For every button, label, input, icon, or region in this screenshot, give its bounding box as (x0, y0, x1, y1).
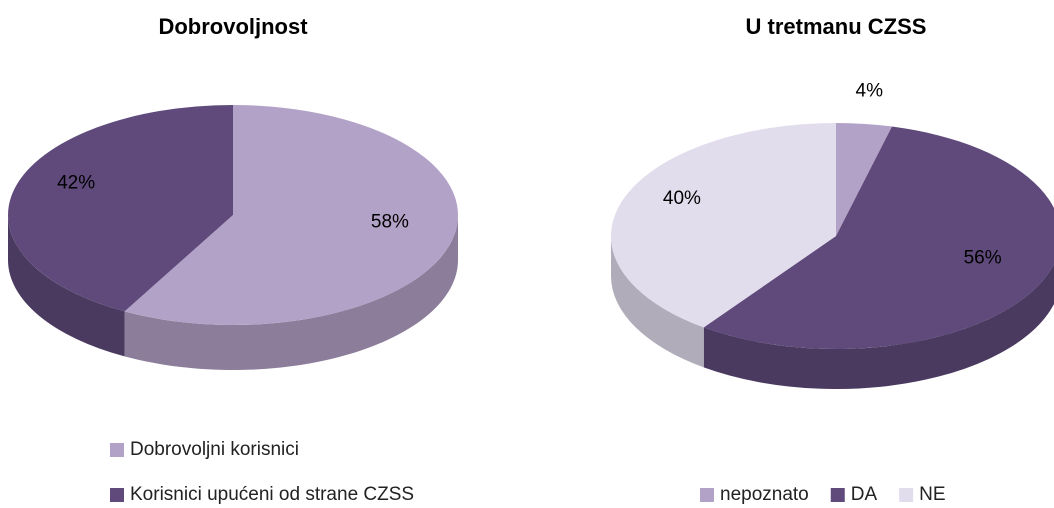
pie-side (124, 215, 459, 370)
data-label: 40% (663, 188, 701, 209)
data-label: 4% (856, 81, 884, 102)
pie-slice (836, 123, 892, 236)
legend-swatch (110, 488, 124, 502)
legend-swatch (110, 443, 124, 457)
pie-slice (703, 126, 1054, 349)
pie-side (8, 215, 125, 357)
chart-title: U tretmanu CZSS (746, 14, 927, 39)
chart-title: Dobrovoljnost (158, 14, 308, 39)
pie-side (611, 236, 704, 368)
pie-slice (124, 105, 459, 325)
legend-swatch (700, 488, 714, 502)
legend-swatch (899, 488, 914, 502)
data-label: 42% (57, 172, 95, 193)
legend-label: NE (919, 484, 945, 505)
legend-label: nepoznato (720, 484, 809, 505)
data-label: 56% (964, 248, 1002, 269)
pie-slice (8, 105, 234, 312)
data-label: 58% (371, 212, 409, 233)
legend-label: Dobrovoljni korisnici (130, 439, 299, 460)
legend-label: DA (851, 484, 878, 505)
legend-label: Korisnici upućeni od strane CZSS (130, 484, 414, 505)
legend-swatch (830, 488, 845, 502)
pie-slice (611, 123, 836, 328)
pie-side (703, 263, 1054, 389)
